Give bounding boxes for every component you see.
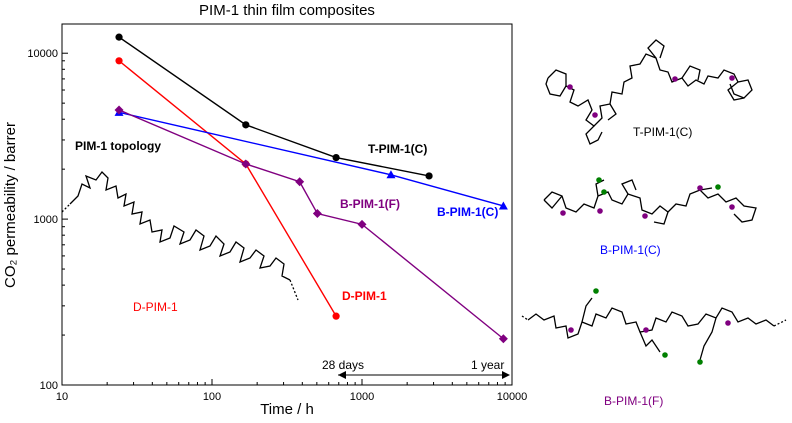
time-range-arrows (338, 371, 510, 379)
series-line-t-pim-1-c (118, 36, 430, 177)
chart-title: PIM-1 thin film composites (199, 2, 375, 19)
y-axis-title: CO₂ permeability / barrer (2, 122, 19, 288)
structure-t-pim-1-c-branch-points (567, 75, 735, 118)
data-point-t-pim-1-c (332, 153, 340, 162)
data-point-t-pim-1-c (115, 33, 123, 41)
data-point-b-pim-1-c (386, 170, 396, 179)
y-tick-label: 100 (40, 380, 58, 392)
data-point-b-pim-1-c (498, 201, 508, 210)
plot-frame (61, 23, 513, 386)
annotation-1-year: 1 year (471, 358, 504, 372)
x-axis-title: Time / h (260, 401, 314, 418)
series-label-d-pim-1: D-PIM-1 (342, 289, 387, 303)
series-label-t-pim-1-c: T-PIM-1(C) (368, 142, 427, 156)
y-tick-label: 1000 (34, 214, 58, 226)
data-point-b-pim-1-f (241, 159, 251, 169)
series-line-b-pim-1-c (118, 111, 504, 207)
y-tick-label: 10000 (27, 48, 58, 60)
linear-chain-schematic (61, 171, 299, 301)
topology-d-pim-1-label: D-PIM-1 (133, 300, 178, 314)
annotation-28-days: 28 days (322, 358, 364, 372)
structure-t-pim-1-c (545, 39, 753, 145)
data-point-b-pim-1-f (295, 177, 305, 187)
structure-label-b-pim-1-f: B-PIM-1(F) (604, 394, 663, 408)
data-point-b-pim-1-f (498, 334, 508, 344)
x-tick-label: 10000 (497, 391, 528, 403)
structure-b-pim-1-f-end-groups (593, 288, 703, 365)
structure-b-pim-1-c-branch-points (560, 185, 735, 219)
data-point-t-pim-1-c (242, 121, 250, 129)
data-point-b-pim-1-f (357, 219, 367, 229)
topology-label: PIM-1 topology (75, 139, 161, 153)
structure-b-pim-1-c (543, 179, 757, 225)
structure-label-t-pim-1-c: T-PIM-1(C) (633, 125, 692, 139)
x-tick-label: 10 (56, 391, 68, 403)
structure-label-b-pim-1-c: B-PIM-1(C) (600, 243, 661, 257)
series-line-b-pim-1-f (118, 109, 504, 340)
data-point-b-pim-1-f (312, 209, 322, 219)
data-point-d-pim-1 (332, 312, 340, 320)
data-point-t-pim-1-c (425, 172, 433, 180)
structure-b-pim-1-f (521, 297, 787, 361)
series-layer (114, 33, 508, 344)
x-tick-label: 1000 (350, 391, 374, 403)
series-label-b-pim-1-f: B-PIM-1(F) (340, 197, 400, 211)
data-point-b-pim-1-f (114, 105, 124, 115)
data-point-d-pim-1 (115, 57, 123, 65)
series-label-b-pim-1-c: B-PIM-1(C) (437, 205, 498, 219)
structure-b-pim-1-c-end-groups (596, 177, 721, 195)
structure-b-pim-1-f-branch-points (568, 320, 731, 333)
x-tick-label: 100 (203, 391, 221, 403)
